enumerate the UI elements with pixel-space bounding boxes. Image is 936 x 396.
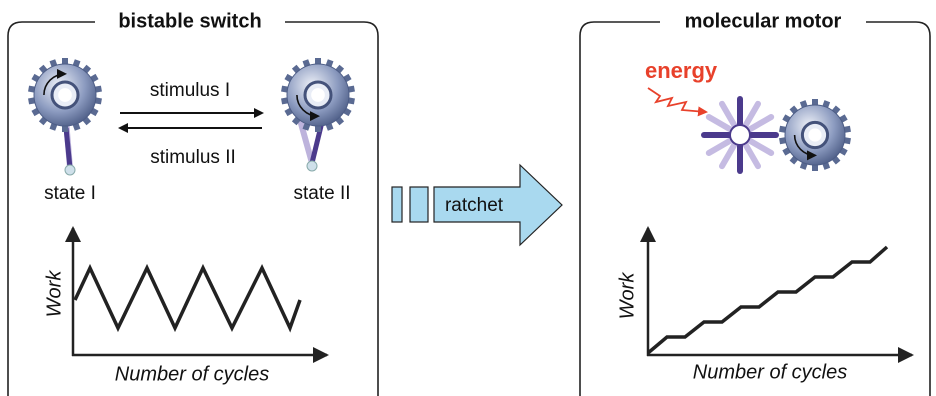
pivot — [65, 165, 75, 175]
y-axis-label: Work — [616, 272, 638, 320]
pivot — [307, 161, 317, 171]
state-label: state I — [44, 183, 96, 204]
rotor-hub — [730, 125, 750, 145]
work-curve — [75, 268, 300, 328]
panel-frame — [580, 22, 930, 396]
arrow-label: ratchet — [445, 195, 504, 216]
page: bistable switch stimulus I stimulus II s… — [0, 0, 936, 396]
arrow-block — [410, 187, 428, 222]
work-curve — [648, 247, 887, 353]
y-axis-label: Work — [43, 270, 65, 318]
gear-hole — [311, 88, 325, 102]
energy-arrow — [648, 88, 706, 112]
x-axis-label: Number of cycles — [693, 361, 848, 383]
stimulus-label: stimulus I — [150, 80, 230, 101]
state-label: state II — [293, 183, 350, 204]
arrow-block — [392, 187, 402, 222]
x-axis-label: Number of cycles — [115, 363, 270, 385]
gear-hole — [808, 128, 821, 141]
energy-label: energy — [645, 58, 718, 83]
stimulus-label: stimulus II — [150, 147, 236, 168]
figure: bistable switch stimulus I stimulus II s… — [0, 0, 936, 396]
gear-hole — [58, 88, 72, 102]
panel-title: molecular motor — [685, 10, 842, 32]
panel-title: bistable switch — [118, 10, 261, 32]
